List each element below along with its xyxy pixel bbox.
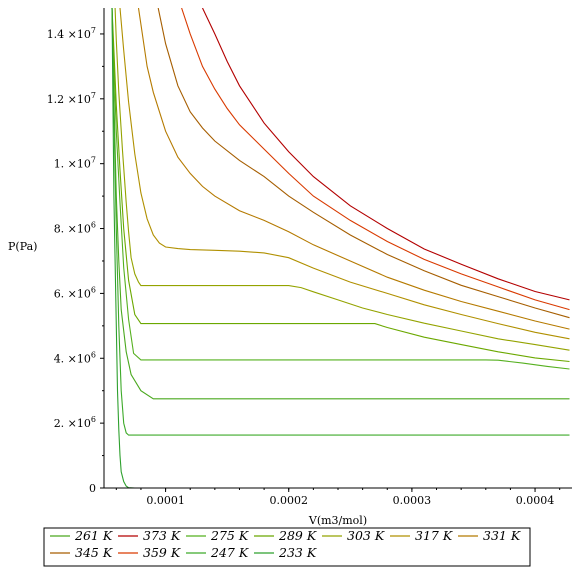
series-line (120, 8, 570, 339)
legend-label: 331 K (483, 528, 521, 543)
x-axis-title: V(m3/mol) (308, 514, 367, 527)
legend-label: 289 K (278, 528, 317, 543)
series-line (112, 8, 570, 369)
legend-label: 303 K (347, 528, 385, 543)
series-line (112, 8, 570, 399)
y-tick-label: 6. ×106 (54, 285, 96, 300)
y-tick-label: 1. ×107 (54, 156, 96, 171)
series-line (112, 8, 570, 435)
legend-label: 233 K (278, 545, 317, 560)
legend-label: 317 K (415, 528, 453, 543)
series-line (112, 8, 570, 362)
series-line (115, 8, 569, 350)
series-line (203, 8, 570, 300)
legend-label: 275 K (210, 528, 249, 543)
y-axis-title: P(Pa) (8, 240, 37, 253)
y-tick-label: 1.4 ×107 (47, 26, 96, 41)
y-tick-label: 2. ×106 (54, 415, 96, 430)
x-tick-label: 0.0003 (393, 494, 432, 507)
series-line (158, 8, 569, 318)
legend-label: 345 K (75, 545, 113, 560)
legend-label: 261 K (74, 528, 113, 543)
legend-label: 359 K (143, 545, 181, 560)
legend-label: 247 K (210, 545, 249, 560)
series-line (182, 8, 570, 310)
y-tick-label: 1.2 ×107 (47, 91, 96, 106)
y-tick-label: 0 (89, 482, 96, 495)
x-tick-label: 0.0004 (516, 494, 555, 507)
series-layer (112, 8, 570, 488)
y-tick-label: 8. ×106 (54, 221, 96, 236)
series-line (112, 8, 570, 488)
x-tick-label: 0.0002 (269, 494, 308, 507)
legend-label: 373 K (143, 528, 181, 543)
y-tick-label: 4. ×106 (54, 350, 96, 365)
legend: 261 K 373 K 275 K 289 K 303 K 317 K 331 K 345 K… (44, 528, 530, 566)
x-tick-label: 0.0001 (146, 494, 185, 507)
axes-layer: P(Pa) V(m3/mol) 0 2. ×106 4. ×106 6. ×106 8.… (8, 8, 572, 527)
